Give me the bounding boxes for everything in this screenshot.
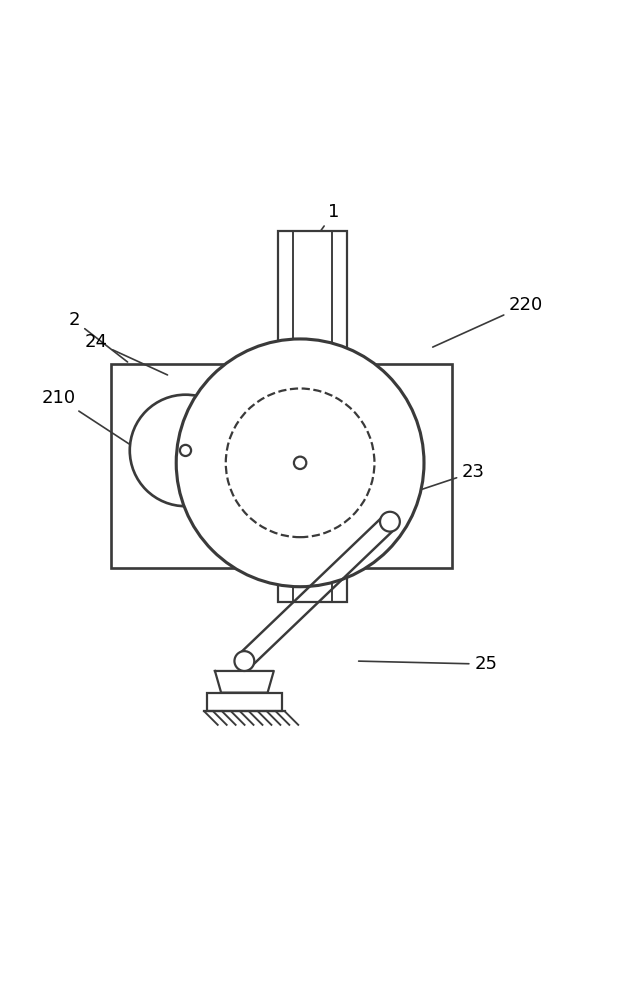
Bar [278, 231, 347, 364]
Circle shape [176, 339, 424, 587]
Text: 24: 24 [84, 333, 168, 375]
Text: 210: 210 [41, 389, 137, 449]
Bar [208, 693, 281, 711]
Circle shape [234, 651, 254, 671]
Text: 2: 2 [68, 311, 128, 362]
Circle shape [294, 457, 306, 469]
Text: 23: 23 [402, 463, 485, 496]
Circle shape [130, 395, 241, 506]
Text: 220: 220 [432, 296, 543, 347]
Text: 1: 1 [320, 203, 340, 231]
Bar [278, 568, 347, 602]
Text: 25: 25 [359, 655, 498, 673]
Bar [111, 364, 452, 568]
Circle shape [380, 512, 400, 532]
Circle shape [180, 445, 191, 456]
